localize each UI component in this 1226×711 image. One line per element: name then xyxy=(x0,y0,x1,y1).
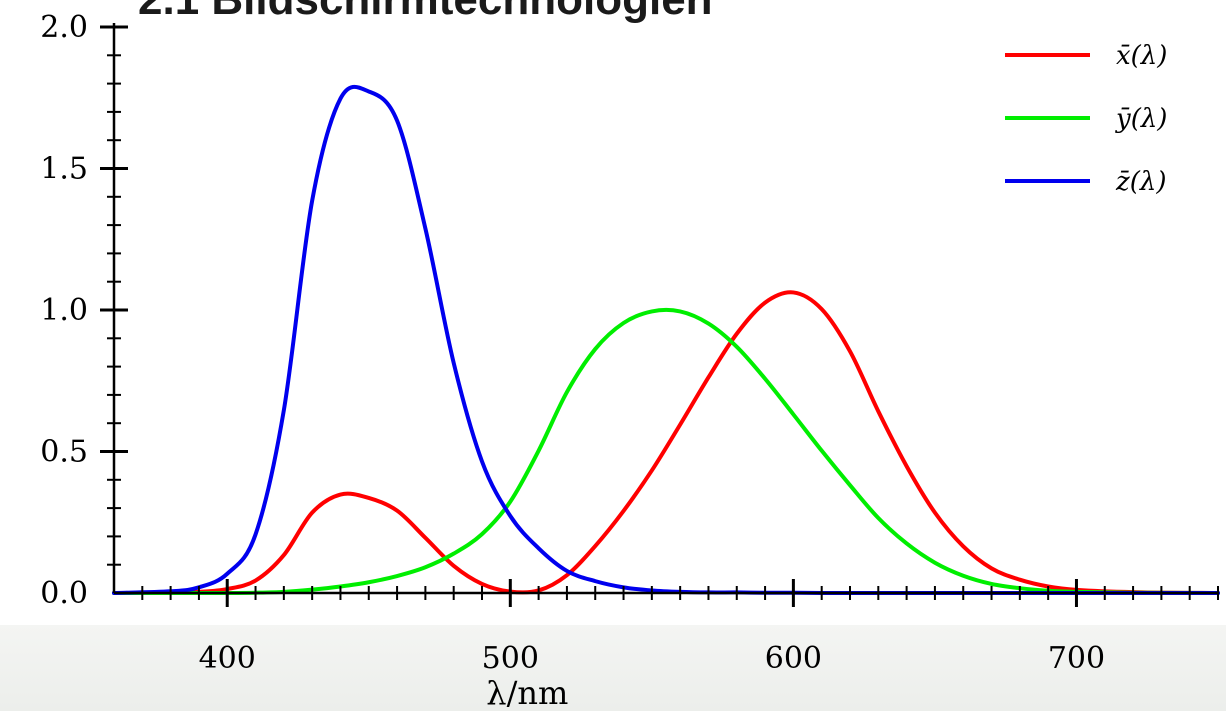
series-z-bar xyxy=(112,84,1220,596)
y-tick-label: 0.5 xyxy=(40,435,88,470)
y-tick-label: 1.5 xyxy=(40,152,88,187)
background-band xyxy=(0,625,1226,711)
legend: x̄(λ) ȳ(λ) z̄(λ) xyxy=(1005,41,1167,197)
series-layer xyxy=(112,84,1220,596)
legend-label: x̄(λ) xyxy=(1116,41,1167,71)
series-x-bar xyxy=(112,290,1220,595)
x-tick-label: 400 xyxy=(199,641,256,676)
y-tick-label: 2.0 xyxy=(40,10,88,45)
ticks-layer xyxy=(100,25,1219,607)
slide-title: 2.1 Bildschirmtechnologien xyxy=(138,0,713,22)
tick-labels: 400 500 600 700 0.0 0.5 1.0 1.5 2.0 xyxy=(40,10,1105,676)
legend-label: z̄(λ) xyxy=(1115,167,1166,197)
x-tick-label: 700 xyxy=(1048,641,1105,676)
x-tick-label: 600 xyxy=(765,641,822,676)
y-tick-label: 0.0 xyxy=(40,576,88,611)
legend-label: ȳ(λ) xyxy=(1115,104,1167,134)
x-tick-label: 500 xyxy=(482,641,539,676)
axes-layer xyxy=(112,23,1218,595)
y-tick-label: 1.0 xyxy=(40,293,88,328)
x-axis-title: λ/nm xyxy=(486,674,568,711)
